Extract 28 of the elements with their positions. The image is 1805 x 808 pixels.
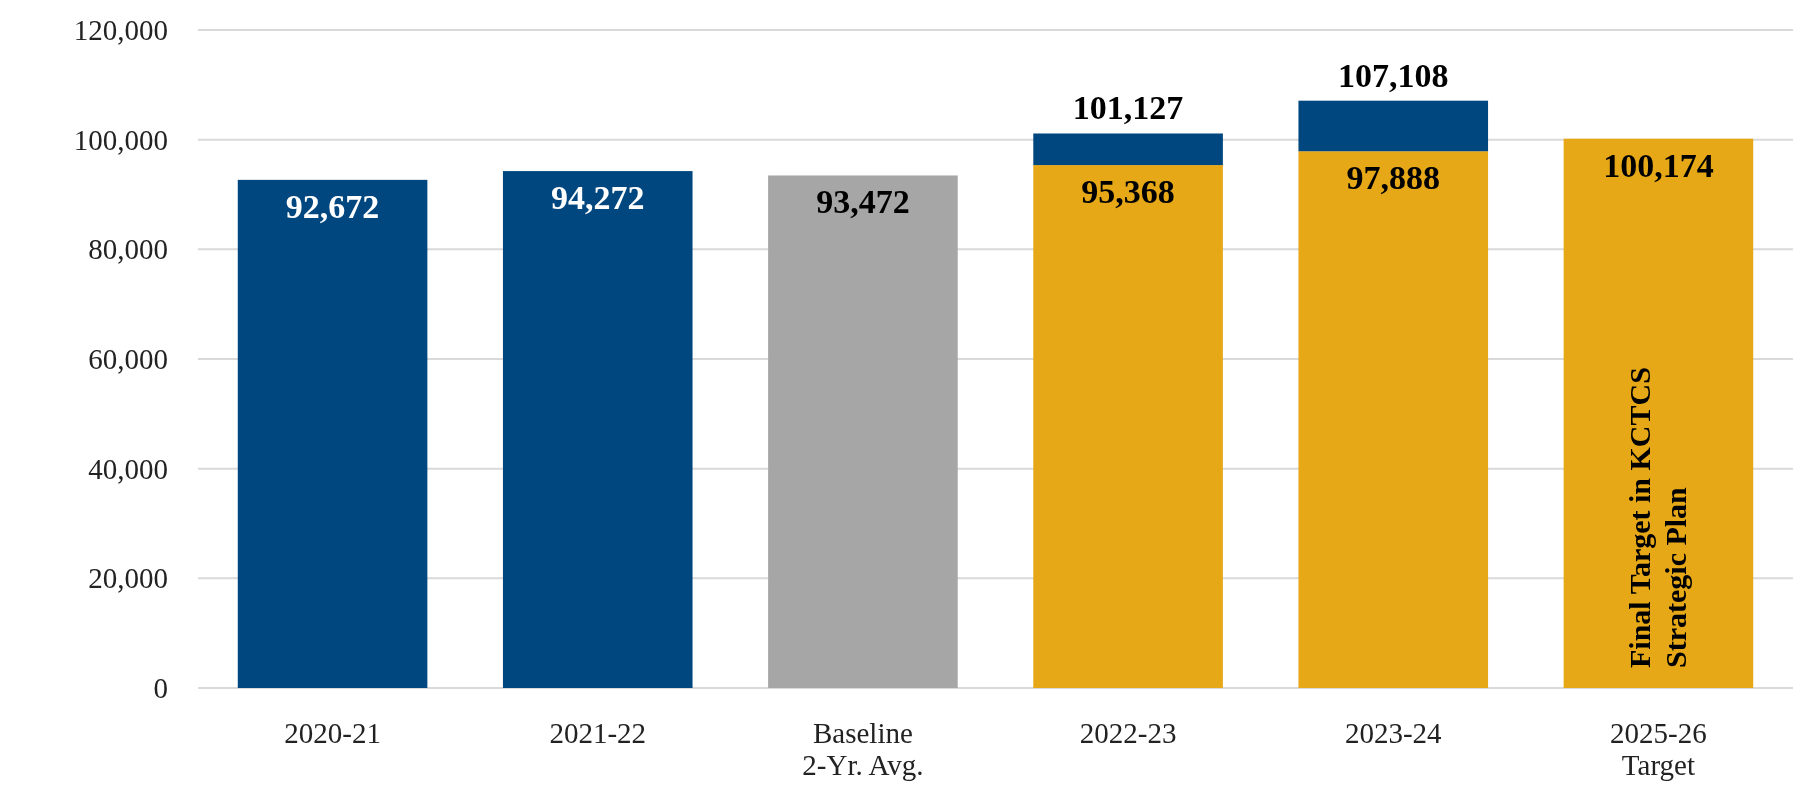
x-tick-label: 2022-23 [1079, 717, 1177, 749]
y-tick-label: 80,000 [88, 233, 168, 266]
x-tick-label: 2020-21 [284, 717, 381, 749]
total-label: 107,108 [1338, 56, 1449, 94]
x-tick-label: 2023-24 [1344, 717, 1443, 749]
bar [768, 175, 958, 688]
total-label: 101,127 [1072, 89, 1184, 127]
x-tick-label: 2025-26 Target [1610, 717, 1707, 781]
data-label: 100,174 [1603, 146, 1714, 184]
y-tick-label: 100,000 [73, 123, 168, 156]
y-tick-label: 0 [153, 672, 168, 705]
annotation: Final Target in KCTCS Strategic Plan [1623, 367, 1693, 668]
x-tick-label: Baseline 2-Yr. Avg. [802, 717, 924, 781]
y-tick-label: 120,000 [73, 14, 168, 47]
data-label: 94,272 [550, 179, 645, 217]
data-label: 95,368 [1081, 173, 1175, 211]
data-label: 93,472 [816, 183, 910, 221]
y-tick-label: 60,000 [88, 343, 168, 376]
data-label: 97,888 [1346, 159, 1441, 197]
bar [1033, 165, 1223, 688]
bar [1298, 151, 1489, 688]
data-label: 92,672 [285, 187, 380, 225]
y-tick-label: 40,000 [88, 452, 168, 485]
bar [1033, 133, 1223, 166]
bar [1563, 138, 1754, 688]
x-tick-label: 2021-22 [549, 717, 647, 749]
bar [1298, 100, 1489, 152]
y-tick-label: 20,000 [88, 562, 168, 595]
